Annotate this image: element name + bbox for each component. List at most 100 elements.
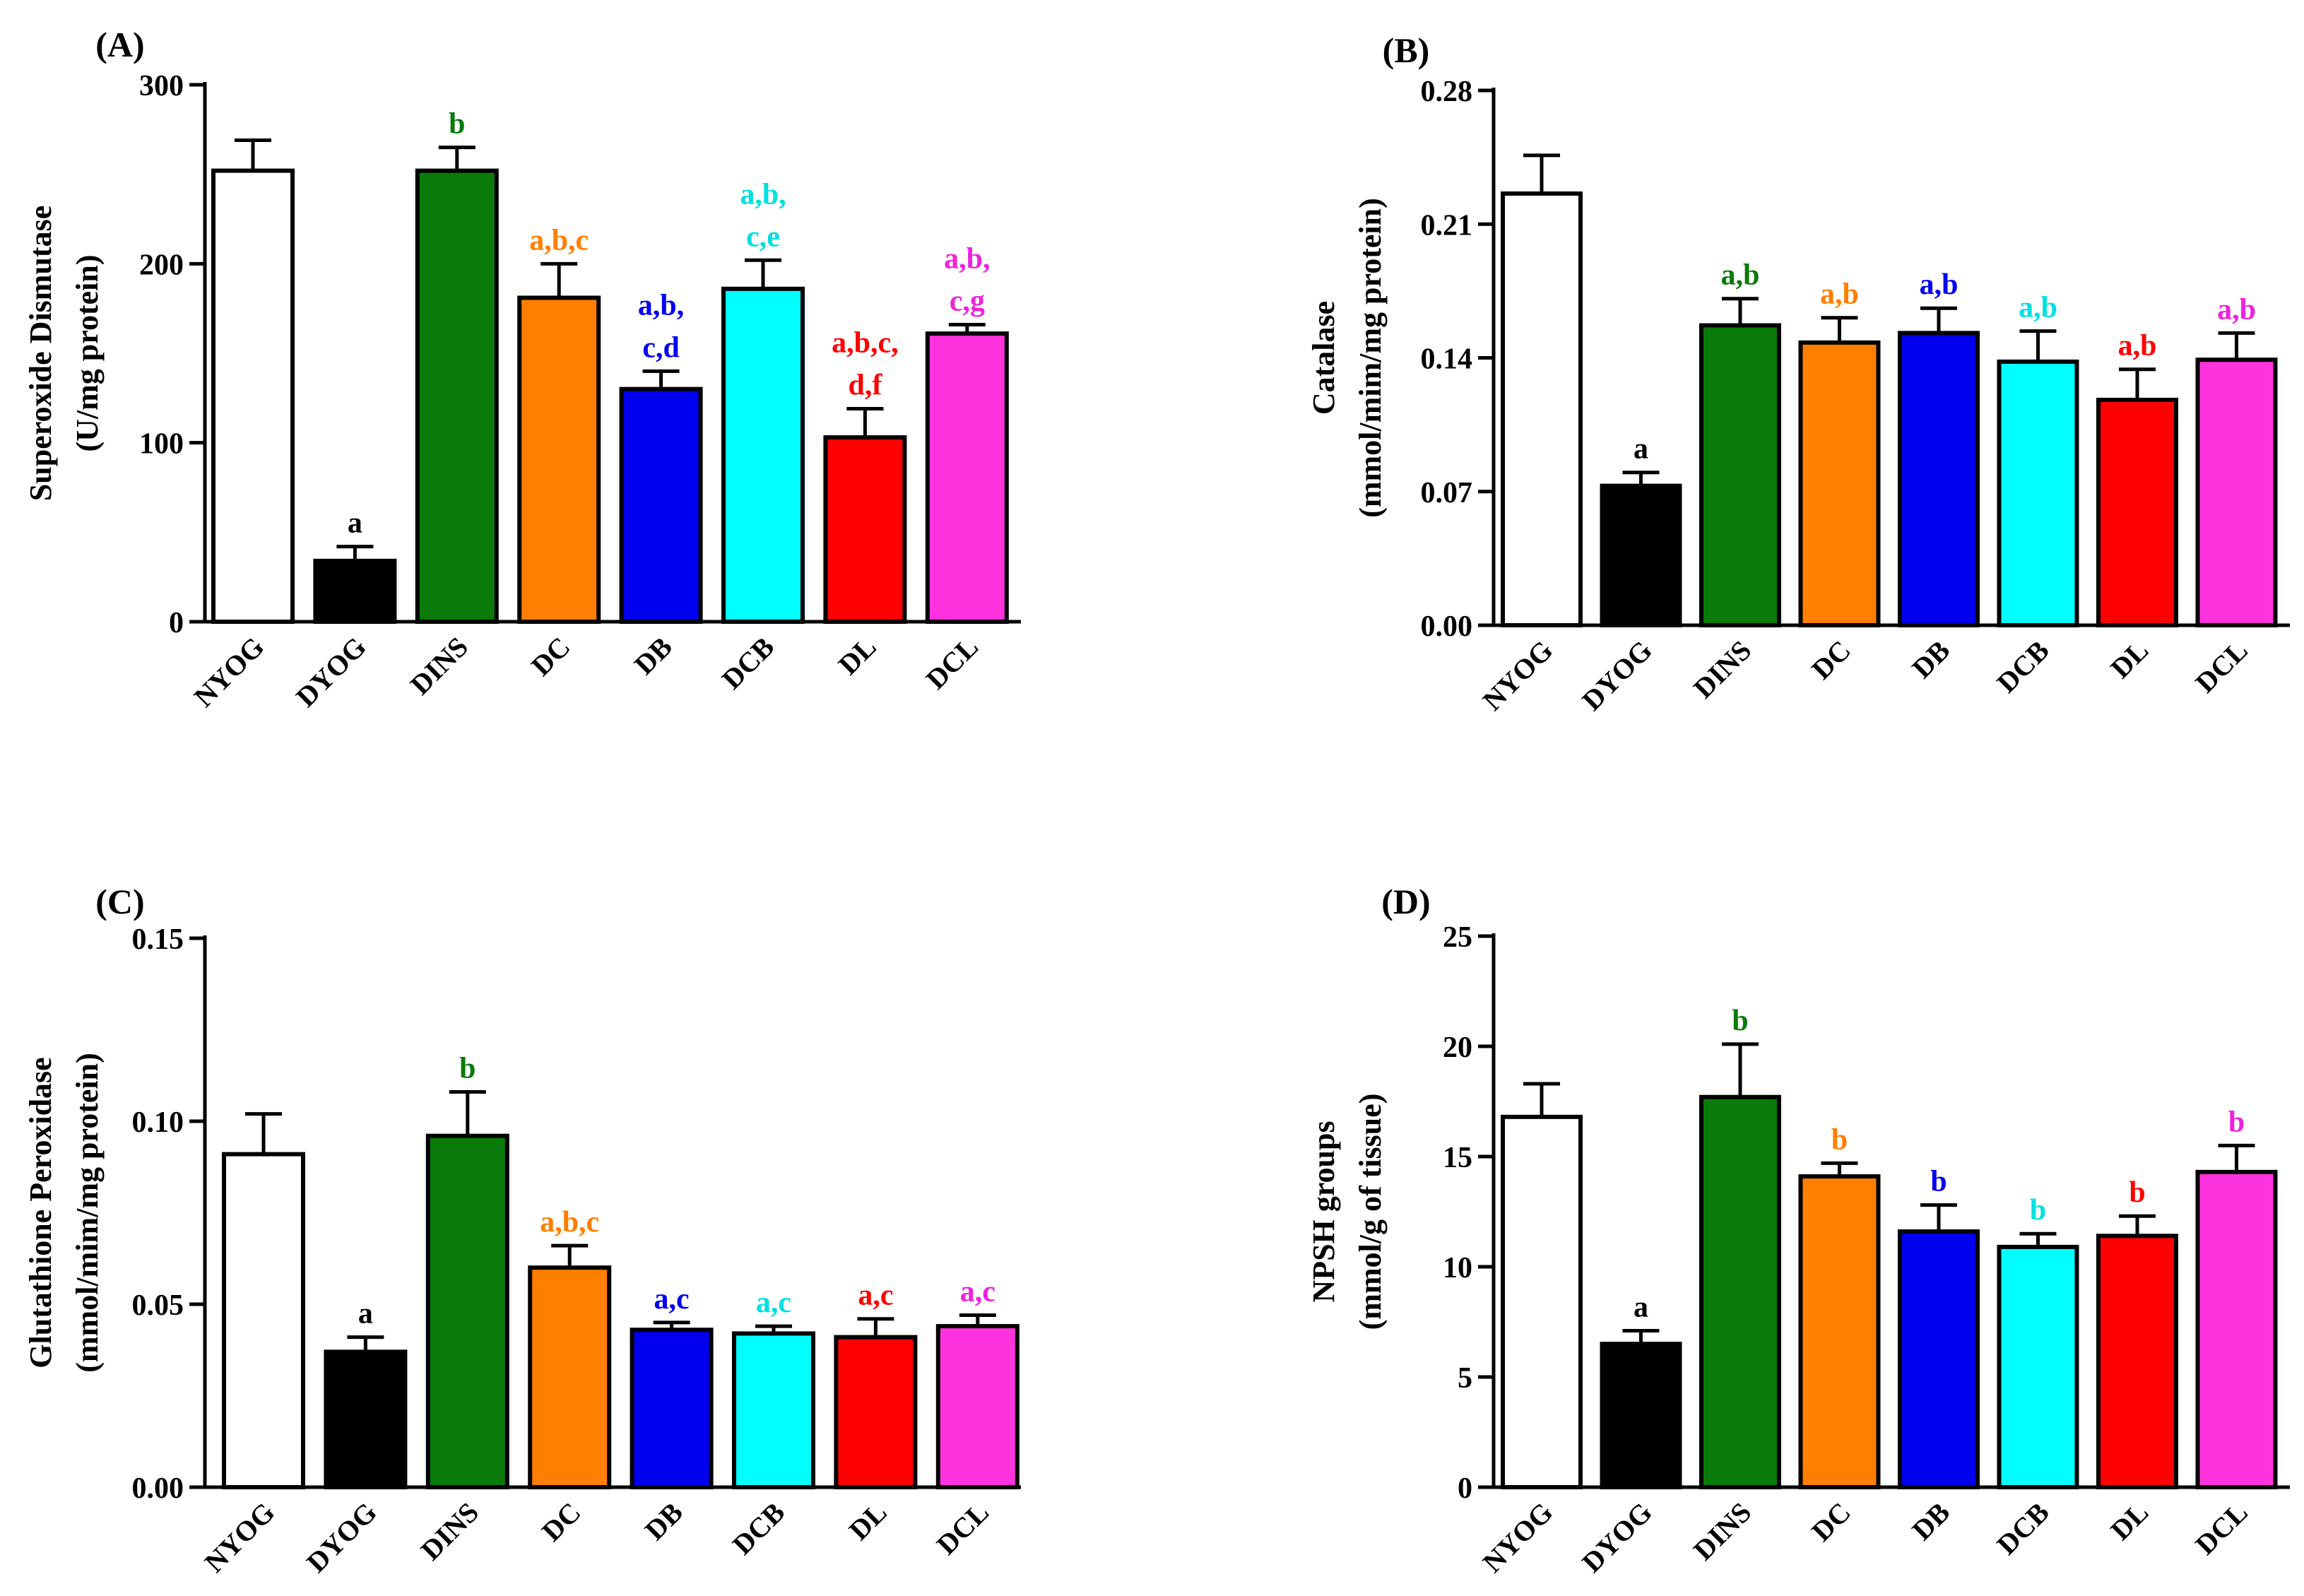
x-tick-label: DYOG: [290, 631, 372, 714]
y-tick-label: 15: [1443, 1142, 1472, 1174]
y-tick-label: 20: [1443, 1032, 1472, 1064]
bar-dins: [1699, 323, 1781, 627]
x-tick-label: DC: [536, 1496, 587, 1548]
x-tick-label: DB: [639, 1496, 689, 1547]
bar-dyog: [324, 1349, 408, 1489]
x-tick-label: DC: [1805, 634, 1857, 686]
x-tick-label: NYOG: [199, 1496, 281, 1579]
bar-dcl: [2195, 1169, 2278, 1489]
bar-dl: [2096, 397, 2178, 627]
x-tick-label: DCB: [716, 631, 781, 696]
y-tick-label: 0: [169, 607, 184, 639]
significance-label: b: [2030, 1194, 2046, 1226]
y-axis-title-line-2: (mmol/mim/mg protein): [1353, 198, 1388, 518]
x-tick-label: DYOG: [1576, 634, 1658, 717]
x-tick-label: DCB: [1990, 634, 2055, 699]
significance-label: a,c: [858, 1279, 893, 1312]
bar-dcb: [1997, 1244, 2079, 1490]
significance-label: a,b,c: [529, 224, 589, 256]
significance-label: a,b,c: [540, 1206, 599, 1239]
bar-db: [1898, 331, 1980, 627]
x-tick-label: DCL: [920, 631, 985, 696]
y-tick-label: 5: [1458, 1362, 1472, 1395]
significance-label: a,b: [1820, 278, 1859, 311]
significance-label: a: [1634, 433, 1648, 466]
bar-dyog: [1600, 483, 1682, 627]
bar-dc: [517, 295, 601, 624]
significance-label: a,c: [654, 1283, 690, 1316]
bar-dcl: [2195, 357, 2278, 627]
x-tick-label: DCL: [2189, 1496, 2254, 1561]
y-axis-title-line-1: NPSH groups: [1306, 1121, 1341, 1302]
x-tick-label: NYOG: [1477, 1496, 1559, 1579]
x-tick-label: DCL: [2189, 634, 2254, 699]
significance-label: b: [459, 1053, 475, 1085]
y-tick-label: 0.10: [132, 1106, 184, 1139]
significance-label: d,f: [848, 370, 882, 402]
bar-dcb: [721, 286, 805, 624]
y-axis-title-line-1: Glutathione Peroxidase: [23, 1057, 58, 1368]
significance-label: c,g: [950, 285, 985, 317]
x-tick-label: DINS: [404, 631, 474, 701]
significance-label: a: [1634, 1291, 1648, 1323]
bar-dc: [1798, 1174, 1881, 1489]
significance-label: a,b,: [944, 242, 990, 275]
significance-label: a,b: [1721, 259, 1760, 292]
significance-label: a: [358, 1298, 373, 1330]
significance-label: a,b: [2217, 293, 2256, 326]
y-axis-title-line-2: (mmol/mim/mg protein): [70, 1053, 105, 1373]
y-tick-label: 0.28: [1421, 76, 1473, 108]
y-axis-title-line-1: Superoxide Dismutase: [23, 206, 58, 501]
panel-label: (D): [1381, 882, 1430, 921]
y-tick-label: 0.07: [1421, 477, 1473, 509]
significance-label: a,b,c,: [832, 327, 899, 360]
x-tick-label: DL: [2104, 634, 2154, 685]
significance-label: b: [1831, 1123, 1848, 1156]
x-tick-label: DC: [525, 631, 577, 682]
y-tick-label: 0.14: [1421, 343, 1473, 376]
significance-label: a,c: [960, 1276, 996, 1308]
y-tick-label: 100: [139, 428, 184, 461]
bar-dl: [823, 435, 907, 624]
bar-dcl: [935, 1324, 1020, 1489]
bar-dcb: [1997, 359, 2079, 627]
x-tick-label: DCB: [726, 1496, 791, 1561]
x-tick-label: DYOG: [300, 1496, 383, 1579]
y-tick-label: 10: [1443, 1252, 1472, 1284]
bar-dcb: [732, 1331, 815, 1489]
y-tick-label: 0.21: [1421, 209, 1473, 242]
x-tick-label: DB: [1906, 1496, 1956, 1547]
x-tick-label: DL: [843, 1496, 893, 1547]
panel-label: (B): [1383, 30, 1430, 70]
y-tick-label: 0.00: [132, 1472, 184, 1505]
bar-dl: [2096, 1234, 2178, 1489]
panel-label: (A): [95, 25, 144, 64]
chart-panel-1: (A) Superoxide Dismutase (U/mg protein) 0 10…: [23, 25, 1021, 713]
y-tick-label: 0.05: [132, 1289, 184, 1322]
x-tick-label: DINS: [1687, 634, 1757, 704]
x-tick-label: NYOG: [188, 631, 271, 714]
chart-panel-2: (B) Catalase (mmol/mim/mg protein) 0.00 0.07…: [1306, 30, 2290, 716]
y-tick-label: 0.15: [132, 923, 184, 956]
bar-nyog: [1501, 191, 1583, 627]
bar-dins: [415, 168, 499, 625]
bar-dc: [1798, 340, 1881, 627]
x-tick-label: NYOG: [1477, 634, 1559, 717]
bar-db: [1898, 1229, 1980, 1489]
significance-label: b: [2129, 1176, 2145, 1209]
significance-label: a,b: [2019, 292, 2057, 324]
x-tick-label: DCL: [931, 1496, 996, 1561]
significance-label: a: [348, 507, 362, 540]
bar-db: [619, 386, 703, 625]
y-tick-label: 300: [139, 70, 184, 102]
bar-nyog: [211, 168, 295, 625]
chart-panel-4: (D) NPSH groups (mmol/g of tissue) 0 5 10 15 20…: [1306, 882, 2290, 1578]
bar-dins: [1699, 1094, 1781, 1489]
y-tick-label: 25: [1443, 921, 1472, 954]
significance-label: c,e: [746, 220, 780, 253]
bar-dyog: [1600, 1342, 1682, 1489]
significance-label: b: [2228, 1106, 2245, 1138]
y-axis-title-line-2: (mmol/g of tissue): [1353, 1094, 1388, 1330]
chart-panel-3: (C) Glutathione Peroxidase (mmol/mim/mg pr…: [23, 882, 1021, 1578]
